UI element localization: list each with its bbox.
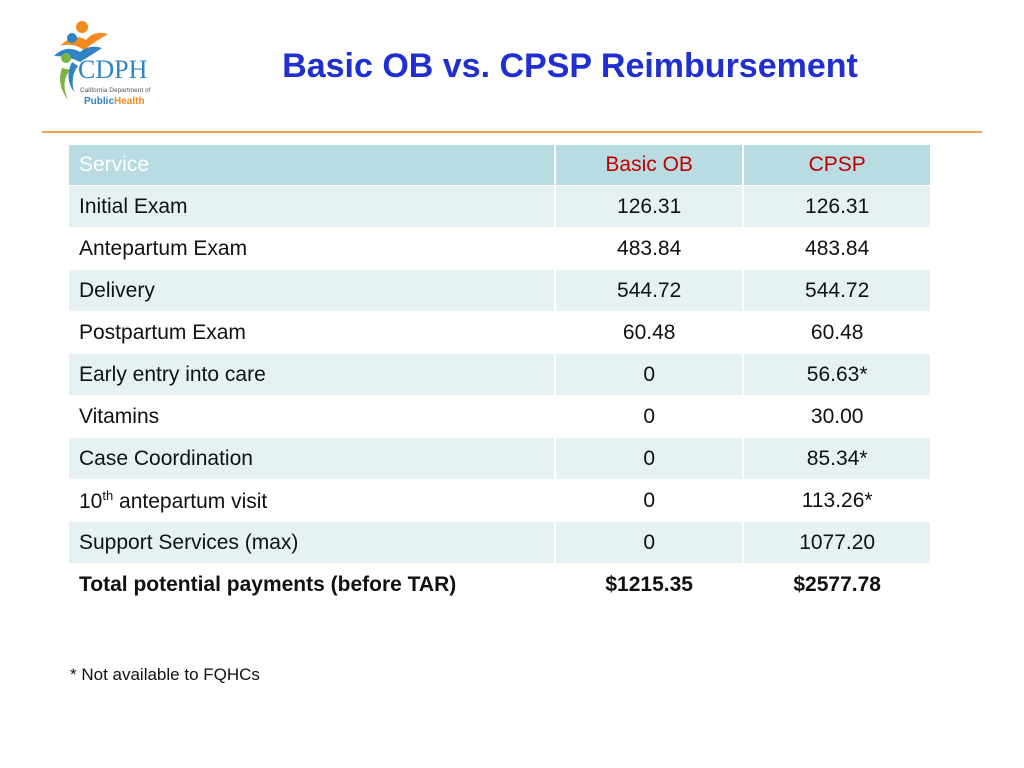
- cell-cpsp: 30.00: [743, 395, 930, 438]
- table-row: Vitamins 0 30.00: [69, 395, 930, 438]
- footnote: * Not available to FQHCs: [70, 665, 260, 684]
- cell-cpsp: 483.84: [743, 227, 930, 270]
- logo-figure-arms-orange: [60, 32, 108, 50]
- cell-service: Support Services (max): [69, 521, 556, 564]
- table-total-row: Total potential payments (before TAR) $1…: [69, 563, 930, 606]
- cell-cpsp: 56.63*: [743, 353, 930, 396]
- table-row: Antepartum Exam 483.84 483.84: [69, 227, 930, 270]
- table-row: Early entry into care 0 56.63*: [69, 353, 930, 396]
- logo-caption-public: Public: [84, 96, 114, 107]
- title-divider: [42, 131, 982, 133]
- cell-basic-ob: 0: [555, 353, 745, 396]
- total-cpsp: $2577.78: [743, 563, 930, 606]
- slide-title: Basic OB vs. CPSP Reimbursement: [282, 47, 858, 85]
- cell-basic-ob: 0: [555, 395, 745, 438]
- table-row: Support Services (max) 0 1077.20: [69, 521, 930, 564]
- table-row: Case Coordination 0 85.34*: [69, 437, 930, 480]
- total-label: Total potential payments (before TAR): [69, 563, 556, 606]
- cell-service: Delivery: [69, 269, 556, 312]
- cell-cpsp: 1077.20: [743, 521, 930, 564]
- service-ordinal-suffix: th: [102, 487, 114, 503]
- header-basic-ob: Basic OB: [555, 145, 745, 186]
- cell-service: Vitamins: [69, 395, 556, 438]
- logo-figure-head-green: [61, 53, 71, 63]
- cdph-logo: CDPH California Department of PublicHeal…: [50, 12, 170, 114]
- cell-service: Case Coordination: [69, 437, 556, 480]
- cell-cpsp: 544.72: [743, 269, 930, 312]
- total-basic-ob: $1215.35: [555, 563, 745, 606]
- cell-basic-ob: 60.48: [555, 311, 745, 354]
- cell-service: Postpartum Exam: [69, 311, 556, 354]
- reimbursement-table: Service Basic OB CPSP Initial Exam 126.3…: [69, 145, 930, 606]
- logo-figure-body-green: [60, 68, 70, 100]
- logo-caption-line2: PublicHealth: [84, 96, 145, 107]
- cell-basic-ob: 0: [555, 437, 745, 480]
- table-header-row: Service Basic OB CPSP: [69, 145, 930, 186]
- header-service: Service: [69, 145, 556, 186]
- logo-figure-head-orange: [76, 21, 88, 33]
- cell-basic-ob: 483.84: [555, 227, 745, 270]
- cell-cpsp: 60.48: [743, 311, 930, 354]
- logo-caption-line1: California Department of: [80, 87, 151, 94]
- logo-initials: CDPH: [78, 55, 148, 84]
- service-number: 10: [79, 489, 103, 513]
- logo-figure-head-blue: [67, 33, 77, 43]
- logo-figure-arms-blue: [54, 46, 102, 62]
- header-cpsp: CPSP: [743, 145, 930, 186]
- cell-service: 10th antepartum visit: [69, 479, 556, 522]
- cell-basic-ob: 544.72: [555, 269, 745, 312]
- cell-basic-ob: 0: [555, 479, 745, 522]
- table-row: Delivery 544.72 544.72: [69, 269, 930, 312]
- table-row: 10th antepartum visit 0 113.26*: [69, 479, 930, 522]
- table-row: Postpartum Exam 60.48 60.48: [69, 311, 930, 354]
- cell-cpsp: 126.31: [743, 185, 930, 228]
- table-row: Initial Exam 126.31 126.31: [69, 185, 930, 228]
- cell-cpsp: 85.34*: [743, 437, 930, 480]
- cdph-logo-graphic: CDPH California Department of PublicHeal…: [54, 21, 151, 107]
- cell-basic-ob: 126.31: [555, 185, 745, 228]
- cell-basic-ob: 0: [555, 521, 745, 564]
- cell-service: Antepartum Exam: [69, 227, 556, 270]
- logo-figure-body-blue: [68, 62, 78, 92]
- cell-cpsp: 113.26*: [743, 479, 930, 522]
- service-rest: antepartum visit: [113, 489, 268, 513]
- cell-service: Early entry into care: [69, 353, 556, 396]
- cell-service: Initial Exam: [69, 185, 556, 228]
- logo-caption-health: Health: [114, 96, 145, 107]
